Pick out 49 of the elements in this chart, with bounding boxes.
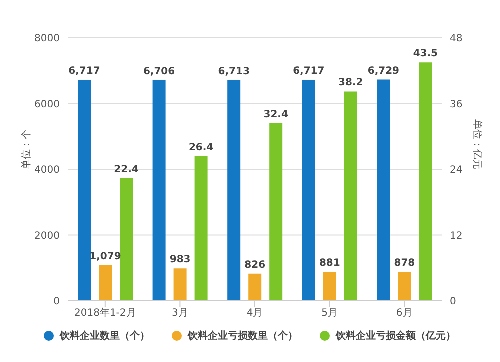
x-tick-label: 5月 [322, 308, 338, 320]
data-label: 22.4 [114, 164, 139, 176]
data-label: 43.5 [413, 48, 438, 60]
y-tick-label: 0 [54, 296, 60, 308]
y-tick-label: 6000 [34, 99, 60, 110]
bar [270, 123, 283, 301]
y2-tick-label: 36 [450, 99, 463, 110]
bar [78, 80, 91, 301]
bar [174, 268, 187, 301]
data-label: 6,706 [143, 66, 176, 78]
data-label: 6,717 [293, 66, 325, 78]
bar [398, 272, 412, 301]
y2-axis-title: 单位：亿元 [471, 120, 484, 170]
data-label: 32.4 [264, 109, 288, 120]
y2-tick-label: 0 [450, 296, 456, 308]
bar [228, 80, 241, 301]
x-tick-label: 3月 [172, 308, 188, 320]
x-tick-label: 6月 [396, 308, 413, 320]
data-label: 878 [394, 258, 416, 270]
x-tick-label: 4月 [246, 308, 264, 320]
legend-label: 饮料企业亏损数里（个） [188, 330, 298, 343]
data-label: 983 [170, 254, 191, 266]
y-tick-label: 2000 [34, 230, 60, 242]
y2-tick-label: 24 [450, 165, 463, 176]
bar [302, 80, 316, 301]
y-tick-label: 4000 [34, 165, 60, 176]
data-label: 6,717 [68, 66, 100, 78]
bar [344, 92, 358, 301]
bar [323, 272, 336, 301]
data-label: 26.4 [188, 142, 214, 154]
bar [152, 80, 166, 301]
y2-tick-label: 12 [450, 230, 463, 242]
y2-tick-label: 48 [450, 34, 463, 45]
bar [377, 80, 390, 301]
bar [194, 156, 208, 301]
bar [99, 266, 112, 301]
y-axis-title: 单位：个 [20, 130, 33, 170]
bar [419, 62, 432, 301]
bar [248, 274, 262, 301]
bar [120, 178, 133, 301]
y-tick-label: 8000 [34, 34, 60, 45]
legend-label: 饮料企业亏损金额（亿元） [336, 329, 456, 343]
legend-label: 饮料企业数里（个） [60, 330, 150, 343]
data-label: 881 [319, 258, 340, 270]
data-label: 6,729 [368, 66, 400, 77]
data-label: 6,713 [218, 66, 250, 78]
data-label: 826 [244, 260, 266, 271]
x-tick-label: 2018年1-2月 [74, 307, 136, 320]
data-label: 38.2 [338, 78, 364, 89]
